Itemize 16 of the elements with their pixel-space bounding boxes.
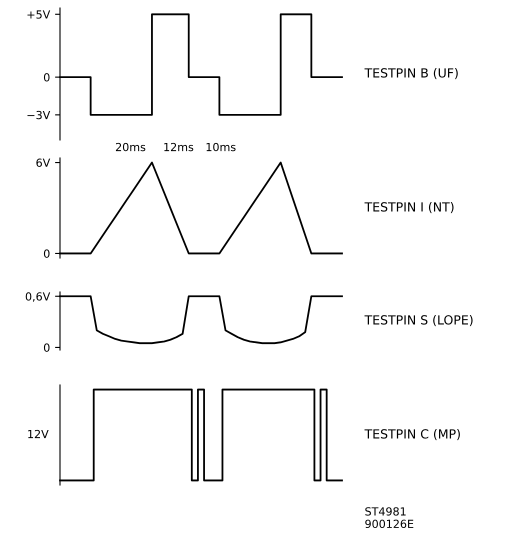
y-tick-label: −3V <box>27 110 50 120</box>
text: TESTPIN C (MP) <box>364 428 460 440</box>
text: 12ms <box>164 142 194 152</box>
text: 20ms <box>116 142 146 152</box>
text: TESTPIN I (NT) <box>364 202 454 214</box>
y-tick-label: 0 <box>44 249 50 258</box>
text: TESTPIN S (LOPE) <box>364 314 473 326</box>
y-tick-label: 0 <box>44 73 50 82</box>
y-tick-label: 0,6V <box>26 292 50 302</box>
y-tick-label: 6V <box>36 158 50 167</box>
text: 10ms <box>206 142 236 152</box>
series-label: TESTPIN B (UF) <box>364 68 458 80</box>
y-tick-label: +5V <box>27 10 50 19</box>
text: ST4981 900126E <box>365 507 414 528</box>
text: 12V <box>28 430 49 438</box>
y-tick-label: 0 <box>44 343 50 352</box>
